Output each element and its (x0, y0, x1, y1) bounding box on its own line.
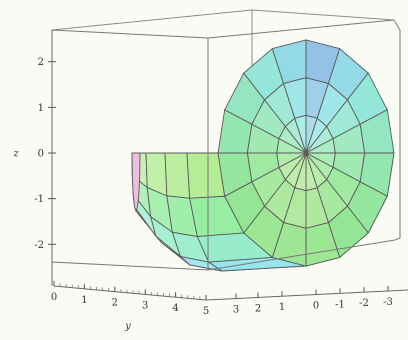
x-tick-label: -1 (335, 299, 345, 310)
surface-facet (164, 152, 191, 199)
z-tick-label: 2 (38, 57, 44, 68)
surface-mesh (131, 39, 395, 272)
y-axis: 0 1 2 3 4 5 y (51, 262, 209, 332)
y-tick-label: 4 (172, 303, 178, 314)
x-tick-label: 0 (313, 301, 319, 312)
y-tick-label: 2 (112, 298, 118, 309)
z-axis: 2 1 0 -1 -2 z (12, 30, 56, 262)
x-axis-line (205, 289, 408, 301)
z-tick-label: 1 (38, 103, 44, 114)
surface-end-cap (131, 152, 141, 213)
x-tick-label: -2 (359, 298, 369, 309)
z-tick-label: -1 (34, 194, 44, 205)
y-back-tick-label: 3 (233, 305, 239, 316)
y-axis-label: y (124, 321, 131, 332)
surface-facet (271, 39, 307, 84)
y-tick-label: 5 (203, 306, 209, 317)
y-tick-label: 3 (142, 300, 148, 311)
x-tick-label: -3 (383, 297, 393, 308)
y-tick-label: 1 (81, 295, 87, 306)
z-tick-label: -2 (34, 240, 44, 251)
y-tick-label: 0 (51, 292, 57, 303)
z-tick-label: 0 (38, 149, 44, 160)
x-axis: 3 2 1 0 -1 -2 -3 (205, 285, 408, 316)
y-axis-line (53, 285, 207, 301)
y-back-tick-label: 1 (279, 302, 285, 313)
y-back-tick-label: 2 (255, 303, 261, 314)
z-axis-label: z (12, 149, 19, 160)
